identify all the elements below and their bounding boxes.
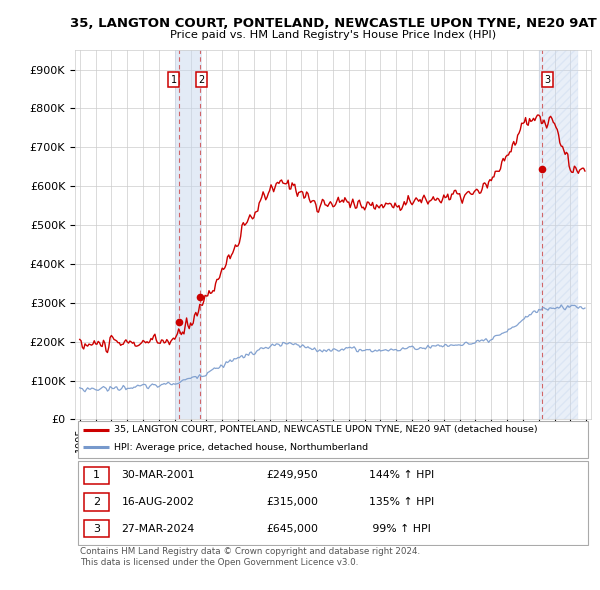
Text: 3: 3 [544,75,550,85]
Text: 27-MAR-2024: 27-MAR-2024 [121,524,194,534]
Text: Contains HM Land Registry data © Crown copyright and database right 2024.
This d: Contains HM Land Registry data © Crown c… [80,546,420,568]
FancyBboxPatch shape [77,461,589,545]
Text: 2: 2 [198,75,204,85]
Text: 16-AUG-2002: 16-AUG-2002 [121,497,194,507]
Text: 3: 3 [93,524,100,534]
FancyBboxPatch shape [84,467,109,484]
Text: £315,000: £315,000 [266,497,318,507]
Bar [539,50,578,419]
Text: £249,950: £249,950 [266,470,317,480]
Text: 35, LANGTON COURT, PONTELAND, NEWCASTLE UPON TYNE, NE20 9AT (detached house): 35, LANGTON COURT, PONTELAND, NEWCASTLE … [114,425,538,434]
Text: 35, LANGTON COURT, PONTELAND, NEWCASTLE UPON TYNE, NE20 9AT: 35, LANGTON COURT, PONTELAND, NEWCASTLE … [70,17,596,30]
FancyBboxPatch shape [77,421,589,458]
Text: 2: 2 [93,497,100,507]
Text: Price paid vs. HM Land Registry's House Price Index (HPI): Price paid vs. HM Land Registry's House … [170,30,496,40]
Text: HPI: Average price, detached house, Northumberland: HPI: Average price, detached house, Nort… [114,442,368,452]
Text: 135% ↑ HPI: 135% ↑ HPI [369,497,434,507]
Text: 1: 1 [171,75,177,85]
Text: 30-MAR-2001: 30-MAR-2001 [121,470,195,480]
Text: 99% ↑ HPI: 99% ↑ HPI [369,524,431,534]
FancyBboxPatch shape [84,493,109,511]
Text: 144% ↑ HPI: 144% ↑ HPI [369,470,434,480]
Text: £645,000: £645,000 [266,524,318,534]
Text: 1: 1 [93,470,100,480]
Bar [175,50,202,419]
FancyBboxPatch shape [84,520,109,537]
